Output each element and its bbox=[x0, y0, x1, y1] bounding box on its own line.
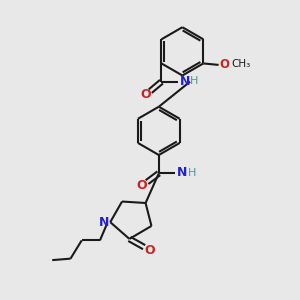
Text: N: N bbox=[180, 75, 190, 88]
Text: O: O bbox=[144, 244, 155, 256]
Text: CH₃: CH₃ bbox=[231, 59, 250, 69]
Text: O: O bbox=[137, 179, 147, 192]
Text: H: H bbox=[188, 168, 196, 178]
Text: N: N bbox=[99, 216, 109, 229]
Text: O: O bbox=[140, 88, 151, 101]
Text: H: H bbox=[190, 76, 198, 86]
Text: O: O bbox=[219, 58, 229, 70]
Text: N: N bbox=[177, 166, 188, 179]
